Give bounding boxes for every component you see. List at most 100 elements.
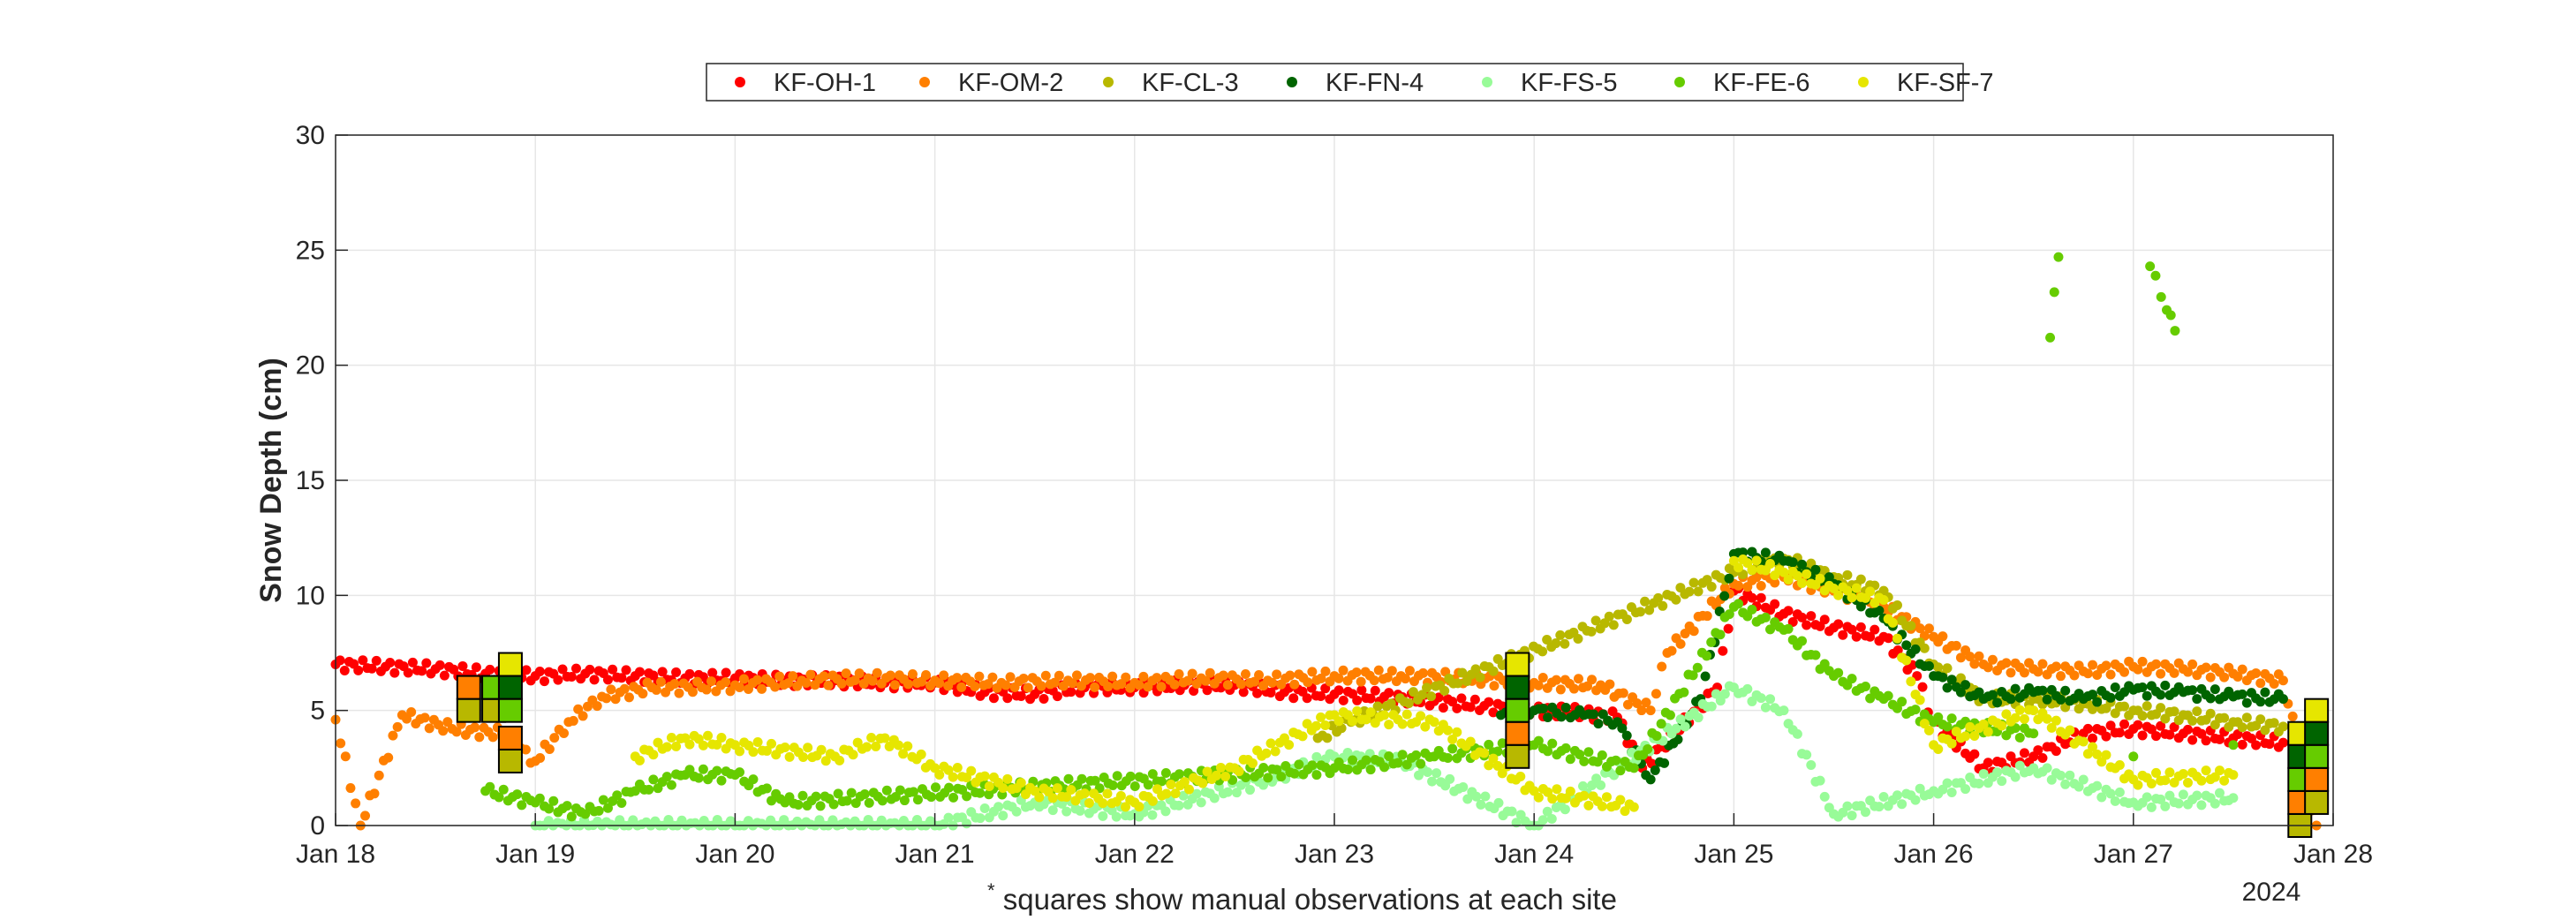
data-point xyxy=(1589,709,1599,720)
data-point xyxy=(2187,715,2198,726)
data-point xyxy=(706,676,716,687)
data-point xyxy=(1666,645,1677,656)
data-point xyxy=(1560,638,1570,649)
manual-observation-square xyxy=(497,725,523,750)
data-point xyxy=(1320,683,1331,694)
data-point xyxy=(1802,569,1812,579)
data-point xyxy=(2278,694,2288,705)
data-point xyxy=(1090,682,1100,692)
data-point xyxy=(1969,730,1980,741)
data-point xyxy=(2182,667,2193,677)
data-point xyxy=(2037,659,2048,669)
data-point xyxy=(1161,788,1172,799)
legend-marker xyxy=(919,77,930,87)
data-point xyxy=(1079,788,1090,799)
data-point xyxy=(1575,749,1585,759)
data-point xyxy=(1635,607,1646,617)
data-point xyxy=(621,665,631,675)
data-point xyxy=(1565,754,1575,765)
data-point xyxy=(336,738,346,749)
data-point xyxy=(1724,573,1734,584)
legend-marker xyxy=(1103,77,1114,87)
data-point xyxy=(366,663,377,674)
data-point xyxy=(939,670,949,681)
data-point xyxy=(661,772,672,782)
data-point xyxy=(1684,586,1695,597)
data-point xyxy=(1933,712,1944,722)
data-point xyxy=(2137,656,2148,667)
data-point xyxy=(1411,750,1422,760)
data-point xyxy=(1892,633,1902,644)
data-point xyxy=(1432,768,1442,779)
data-point xyxy=(1202,766,1212,777)
data-point xyxy=(1756,693,1766,704)
data-point xyxy=(534,793,545,803)
data-point xyxy=(1196,797,1206,808)
manual-observation-square xyxy=(456,698,481,723)
data-point xyxy=(828,799,839,810)
data-point xyxy=(1651,730,1662,741)
data-point xyxy=(693,773,704,783)
data-point xyxy=(1121,802,1131,812)
data-point xyxy=(474,732,485,743)
data-point xyxy=(1611,755,1621,765)
data-point xyxy=(1361,714,1371,725)
data-point xyxy=(1098,811,1108,821)
data-point xyxy=(1438,703,1448,713)
x-tick-label: Jan 26 xyxy=(1894,840,1974,869)
data-point xyxy=(2205,693,2216,704)
data-point xyxy=(1084,797,1094,808)
data-point xyxy=(748,774,759,785)
data-point xyxy=(1792,570,1802,581)
data-point xyxy=(1333,716,1344,727)
data-point xyxy=(2201,735,2211,746)
data-point xyxy=(2182,778,2193,788)
y-tick-label: 15 xyxy=(296,466,325,495)
data-point xyxy=(1923,623,1934,634)
data-point xyxy=(1384,720,1394,730)
data-point xyxy=(880,733,890,743)
data-point xyxy=(1397,750,1408,760)
data-point xyxy=(956,682,967,692)
data-point xyxy=(1765,694,1776,705)
data-point xyxy=(1643,743,1653,754)
data-point xyxy=(1933,662,1944,673)
data-point xyxy=(793,799,804,810)
data-point xyxy=(735,746,745,757)
data-point xyxy=(1160,806,1171,817)
data-point xyxy=(2074,781,2084,792)
data-point xyxy=(2156,668,2166,679)
data-point xyxy=(797,790,808,801)
data-point xyxy=(721,667,731,678)
data-point xyxy=(351,798,361,809)
data-point xyxy=(1923,725,1934,735)
data-point xyxy=(2214,765,2225,776)
data-point xyxy=(2278,721,2288,732)
data-point xyxy=(1220,772,1231,782)
data-point xyxy=(1797,636,1808,646)
data-point xyxy=(2164,767,2175,778)
legend-item: KF-FE-6 xyxy=(1674,69,1810,97)
data-point xyxy=(1174,668,1184,679)
data-point xyxy=(648,774,659,785)
data-point xyxy=(2105,692,2116,703)
data-point xyxy=(498,784,509,795)
data-point xyxy=(1002,693,1013,704)
data-point xyxy=(1397,719,1408,729)
data-point xyxy=(1254,670,1265,681)
data-point xyxy=(2042,763,2052,773)
data-point xyxy=(1983,758,1993,768)
data-point xyxy=(1307,760,1318,771)
data-point xyxy=(1942,663,1953,674)
data-point xyxy=(666,732,676,743)
data-point xyxy=(1284,740,1295,750)
data-point xyxy=(1842,585,1853,596)
data-point xyxy=(2092,749,2103,759)
data-point xyxy=(1488,753,1499,764)
data-point xyxy=(1365,707,1376,718)
data-point xyxy=(948,792,959,803)
data-point xyxy=(1370,685,1380,696)
data-point xyxy=(566,811,577,822)
data-point xyxy=(2165,310,2176,320)
manual-observation-square xyxy=(2304,698,2330,723)
